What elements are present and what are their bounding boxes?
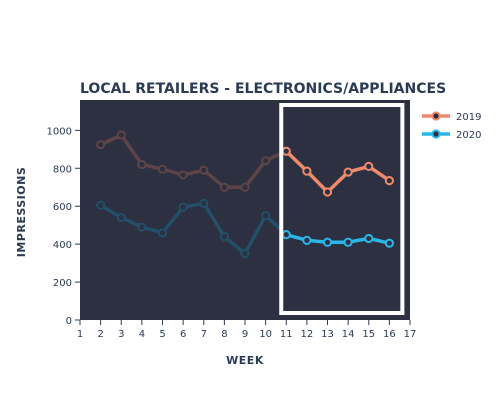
- data-point-2020-week-9[interactable]: [240, 249, 250, 259]
- x-tick-label: 1: [77, 329, 83, 340]
- legend-marker: [431, 129, 441, 139]
- highlight-box: [279, 103, 405, 315]
- data-point-2020-week-13[interactable]: [322, 237, 333, 247]
- y-tick-label: 400: [53, 240, 72, 251]
- x-tick-label: 9: [242, 329, 248, 340]
- legend-marker: [431, 111, 441, 121]
- series-line-2020-prior: [99, 201, 288, 256]
- x-tick-label: 14: [342, 329, 355, 340]
- data-point-2020-week-5[interactable]: [157, 228, 168, 238]
- x-tick-label: 15: [362, 329, 375, 340]
- legend-item-2019[interactable]: 2019: [422, 111, 481, 123]
- y-tick-label: 1000: [47, 126, 72, 137]
- data-point-2019-week-11[interactable]: [281, 146, 291, 156]
- data-point-2020-week-8[interactable]: [219, 231, 229, 242]
- data-point-2020-week-7[interactable]: [199, 198, 209, 208]
- x-tick-label: 13: [321, 329, 334, 340]
- x-axis-title: WEEK: [226, 354, 264, 367]
- legend-label: 2020: [456, 130, 481, 141]
- plot-area: [80, 100, 410, 320]
- x-tick-label: 12: [301, 329, 314, 340]
- legend-label: 2019: [456, 112, 481, 123]
- data-point-2019-week-13[interactable]: [322, 187, 333, 197]
- data-point-2020-week-11[interactable]: [281, 230, 291, 240]
- data-point-2019-week-4[interactable]: [137, 159, 147, 170]
- y-axis-title: IMPRESSIONS: [15, 167, 28, 258]
- data-point-2020-week-2[interactable]: [96, 200, 106, 210]
- data-point-2019-week-2[interactable]: [96, 139, 106, 150]
- data-point-2019-week-7[interactable]: [199, 165, 209, 175]
- x-tick-label: 11: [280, 329, 293, 340]
- data-point-2020-week-6[interactable]: [178, 202, 188, 212]
- x-tick-label: 17: [404, 329, 417, 340]
- data-point-2020-week-10[interactable]: [261, 211, 271, 221]
- chart-title: LOCAL RETAILERS - ELECTRONICS/APPLIANCES: [80, 81, 446, 97]
- y-tick-label: 600: [53, 202, 72, 213]
- data-point-2020-week-3[interactable]: [116, 212, 126, 223]
- data-point-2020-week-15[interactable]: [364, 233, 374, 244]
- x-tick-label: 3: [118, 329, 124, 340]
- data-point-2019-week-3[interactable]: [116, 130, 126, 140]
- data-point-2019-week-8[interactable]: [219, 182, 229, 192]
- data-point-2020-week-12[interactable]: [302, 235, 312, 245]
- x-tick-label: 5: [159, 329, 165, 340]
- legend[interactable]: 2019 2020: [422, 111, 481, 141]
- data-point-2019-week-9[interactable]: [240, 182, 250, 192]
- x-tick-label: 8: [221, 329, 227, 340]
- y-tick-label: 0: [66, 316, 72, 327]
- x-tick-label: 6: [180, 329, 186, 340]
- legend-item-2020[interactable]: 2020: [422, 129, 481, 141]
- x-tick-label: 2: [97, 329, 103, 340]
- y-tick-label: 800: [53, 164, 72, 175]
- series-line-2019-prior: [99, 133, 288, 189]
- data-point-2019-week-12[interactable]: [302, 166, 312, 176]
- data-point-2020-week-16[interactable]: [384, 238, 394, 248]
- data-point-2019-week-6[interactable]: [178, 170, 188, 180]
- data-point-2020-week-14[interactable]: [343, 237, 353, 247]
- data-point-2020-week-4[interactable]: [137, 222, 147, 232]
- data-point-2019-week-10[interactable]: [261, 156, 271, 166]
- data-point-2019-week-14[interactable]: [343, 167, 353, 177]
- data-point-2019-week-5[interactable]: [157, 164, 168, 174]
- y-tick-label: 200: [53, 278, 72, 289]
- data-point-2019-week-15[interactable]: [364, 161, 374, 171]
- x-tick-label: 10: [259, 329, 272, 340]
- x-tick-label: 4: [139, 329, 145, 340]
- x-tick-label: 7: [201, 329, 207, 340]
- x-tick-label: 16: [383, 329, 396, 340]
- data-point-2019-week-16[interactable]: [384, 176, 394, 186]
